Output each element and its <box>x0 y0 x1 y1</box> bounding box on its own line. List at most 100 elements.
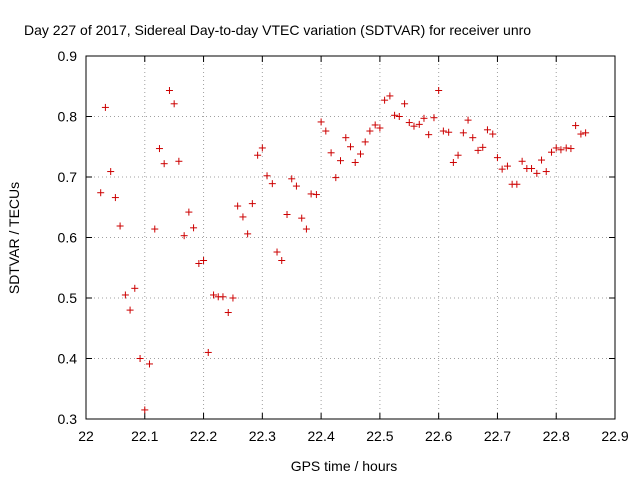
data-point <box>469 134 477 142</box>
data-point <box>542 168 550 176</box>
x-tick-label: 22.2 <box>190 428 217 444</box>
data-point <box>518 157 526 165</box>
data-point <box>439 127 447 135</box>
data-point <box>415 120 423 128</box>
data-point <box>376 124 384 132</box>
data-point <box>200 256 208 264</box>
data-point <box>195 260 203 268</box>
data-point <box>401 100 409 108</box>
data-point <box>165 86 173 94</box>
data-point <box>244 230 252 238</box>
data-point <box>204 348 212 356</box>
x-tick-label: 22.6 <box>425 428 452 444</box>
data-point <box>219 293 227 301</box>
data-point <box>366 127 374 135</box>
data-point <box>155 145 163 153</box>
data-point <box>317 118 325 126</box>
data-point <box>283 211 291 219</box>
x-tick-label: 22.7 <box>484 428 511 444</box>
data-point <box>278 256 286 264</box>
data-point <box>454 151 462 159</box>
data-point <box>528 165 536 173</box>
data-point <box>268 180 276 188</box>
data-point <box>405 119 413 127</box>
data-point <box>425 131 433 139</box>
data-point <box>224 309 232 317</box>
data-point <box>175 157 183 165</box>
data-point <box>136 355 144 362</box>
x-axis-label: GPS time / hours <box>291 458 398 474</box>
data-point <box>312 191 320 199</box>
data-point <box>332 174 340 182</box>
data-point <box>210 291 218 299</box>
data-point <box>190 224 198 232</box>
data-point <box>356 150 364 158</box>
x-tick-label: 22.8 <box>543 428 570 444</box>
data-point <box>582 129 590 137</box>
x-tick-label: 22.3 <box>249 428 276 444</box>
y-tick-label: 0.6 <box>58 230 78 246</box>
data-point <box>483 126 491 134</box>
data-point <box>449 158 457 166</box>
data-point <box>386 92 394 100</box>
data-point <box>131 284 139 292</box>
y-tick-label: 0.9 <box>58 48 78 64</box>
data-point <box>371 121 379 129</box>
data-point <box>185 208 193 216</box>
data-point <box>410 122 418 130</box>
y-tick-label: 0.3 <box>58 411 78 427</box>
data-point <box>391 111 399 119</box>
data-point <box>493 154 501 162</box>
x-tick-label: 22 <box>78 428 94 444</box>
chart-title: Day 227 of 2017, Sidereal Day-to-day VTE… <box>24 22 531 38</box>
data-point <box>234 202 242 210</box>
data-point <box>258 144 266 152</box>
data-point <box>229 294 237 302</box>
data-point <box>298 214 306 222</box>
data-point <box>111 194 119 202</box>
data-point <box>572 122 580 130</box>
data-point <box>479 143 487 151</box>
data-point <box>503 162 511 170</box>
x-tick-label: 22.5 <box>366 428 393 444</box>
y-tick-label: 0.7 <box>58 169 78 185</box>
data-point <box>459 129 467 137</box>
data-point <box>116 222 124 230</box>
data-point <box>327 149 335 157</box>
data-point <box>145 360 153 368</box>
y-tick-label: 0.4 <box>58 351 78 367</box>
data-point <box>151 225 159 233</box>
data-point <box>160 160 168 168</box>
data-point <box>170 100 178 108</box>
data-point <box>273 248 281 256</box>
data-point <box>498 165 506 173</box>
data-point <box>248 200 256 208</box>
data-point <box>420 114 428 122</box>
x-tick-label: 22.4 <box>307 428 334 444</box>
data-point <box>464 116 472 124</box>
data-point <box>292 182 300 190</box>
data-point <box>435 86 443 94</box>
x-tick-label: 22.9 <box>601 428 628 444</box>
data-point <box>239 213 247 221</box>
data-point <box>254 151 262 159</box>
data-point <box>107 168 115 176</box>
data-point <box>180 232 188 240</box>
data-point <box>288 175 296 183</box>
data-point <box>121 291 129 299</box>
data-point <box>263 172 271 180</box>
y-axis-label: SDTVAR / TECUs <box>6 182 22 294</box>
data-point <box>538 156 546 164</box>
y-tick-label: 0.5 <box>58 290 78 306</box>
data-point <box>533 169 541 177</box>
data-point <box>557 146 565 154</box>
data-point <box>474 146 482 154</box>
data-point <box>361 138 369 146</box>
data-point <box>548 148 556 156</box>
data-point <box>302 225 310 233</box>
data-point <box>381 96 389 104</box>
data-point <box>101 103 109 111</box>
data-points <box>97 86 590 414</box>
x-tick-label: 22.1 <box>131 428 158 444</box>
